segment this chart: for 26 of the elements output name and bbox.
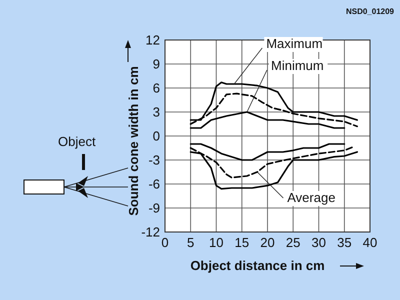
line-series	[190, 143, 346, 161]
y-tick-label: 9	[152, 56, 160, 72]
annotation: Minimum	[271, 58, 324, 73]
x-tick-label: 20	[260, 235, 275, 250]
x-tick-label: 35	[337, 235, 352, 250]
annotation: Maximum	[266, 36, 323, 51]
y-tick-label: -12	[141, 224, 160, 240]
y-tick-label: 6	[152, 80, 160, 96]
text: Object	[58, 134, 96, 149]
text: NSD0_01209	[346, 7, 395, 16]
x-tick-label: 5	[187, 235, 194, 250]
x-tick-label: 10	[209, 235, 224, 250]
y-tick-label: -3	[148, 152, 160, 168]
x-axis-title: Object distance in cm	[190, 258, 325, 273]
line-series	[190, 111, 346, 129]
x-tick-label: 15	[234, 235, 250, 250]
y-tick-label: -6	[148, 176, 160, 192]
y-tick-label: 3	[152, 104, 160, 120]
y-tick-label: 0	[152, 128, 160, 144]
y-tick-label: -9	[148, 200, 160, 216]
x-tick-label: 25	[286, 235, 300, 250]
x-tick-label: 40	[362, 235, 378, 250]
annotation: Average	[287, 190, 336, 205]
x-tick-label: 30	[312, 235, 326, 250]
y-tick-label: 12	[146, 32, 160, 48]
y-axis-title: Sound cone width in cm	[126, 66, 141, 216]
